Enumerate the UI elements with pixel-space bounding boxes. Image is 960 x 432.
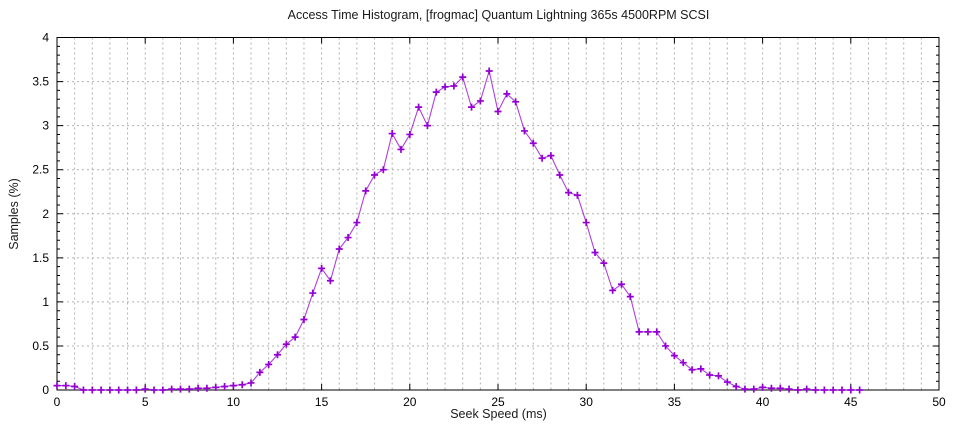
y-tick-label: 3 bbox=[42, 119, 49, 133]
series-line bbox=[57, 70, 860, 391]
y-tick-label: 0.5 bbox=[32, 339, 49, 353]
x-tick-label: 10 bbox=[227, 395, 241, 409]
x-tick-label: 45 bbox=[844, 395, 858, 409]
series-markers bbox=[53, 67, 864, 394]
x-axis-label: Seek Speed (ms) bbox=[450, 407, 547, 421]
x-tick-label: 20 bbox=[403, 395, 417, 409]
grid-lines bbox=[57, 37, 939, 390]
x-tick-label: 0 bbox=[54, 395, 61, 409]
y-tick-label: 1.5 bbox=[32, 251, 49, 265]
x-tick-label: 25 bbox=[491, 395, 505, 409]
y-tick-label: 3.5 bbox=[32, 75, 49, 89]
x-tick-label: 30 bbox=[580, 395, 594, 409]
x-tick-label: 15 bbox=[315, 395, 329, 409]
chart-title: Access Time Histogram, [frogmac] Quantum… bbox=[287, 8, 710, 22]
x-tick-label: 5 bbox=[142, 395, 149, 409]
x-tick-label: 50 bbox=[932, 395, 946, 409]
y-tick-label: 1 bbox=[42, 295, 49, 309]
y-tick-label: 0 bbox=[42, 383, 49, 397]
y-tick-label: 4 bbox=[42, 31, 49, 45]
y-axis-label: Samples (%) bbox=[7, 178, 21, 250]
y-tick-label: 2.5 bbox=[32, 163, 49, 177]
y-tick-label: 2 bbox=[42, 207, 49, 221]
x-tick-label: 35 bbox=[668, 395, 682, 409]
x-tick-label: 40 bbox=[756, 395, 770, 409]
